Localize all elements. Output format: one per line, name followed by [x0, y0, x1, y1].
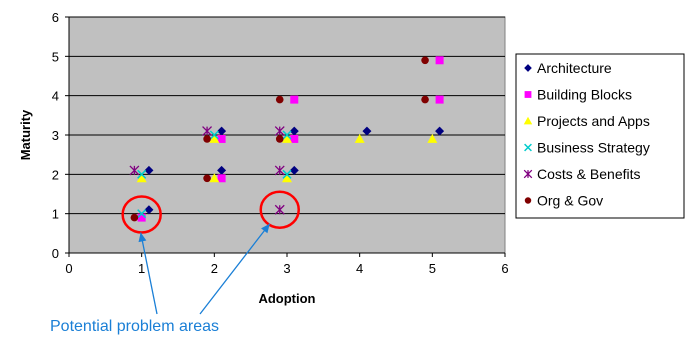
- diamond-marker: [144, 165, 154, 175]
- x-marker: [137, 169, 147, 179]
- series-projects-and-apps: [136, 133, 438, 183]
- circle-marker: [203, 135, 211, 143]
- legend-label: Costs & Benefits: [537, 166, 641, 182]
- legend-item: Business Strategy: [524, 140, 650, 156]
- x-tick-label: 6: [501, 261, 508, 276]
- circle-marker: [524, 197, 532, 204]
- legend-label: Business Strategy: [537, 140, 650, 156]
- circle-marker: [275, 95, 284, 104]
- arrow-line: [199, 223, 271, 315]
- y-tick-label: 4: [52, 89, 59, 104]
- x-tick-label: 5: [429, 261, 436, 276]
- series-architecture: [144, 126, 445, 215]
- legend-label: Building Blocks: [537, 87, 632, 103]
- triangle-marker: [136, 173, 147, 183]
- diamond-marker: [435, 126, 445, 136]
- triangle-marker: [209, 133, 220, 143]
- x-marker: [282, 169, 292, 179]
- square-marker: [137, 213, 146, 222]
- asterisk-marker: [274, 165, 285, 176]
- tick-labels: 0 1 2 3 4 5 6 0 1 2 3 4 5 6: [52, 10, 509, 276]
- diamond-marker: [289, 165, 299, 175]
- diamond-marker: [362, 126, 372, 136]
- legend-item: Building Blocks: [524, 87, 632, 103]
- legend-label: Projects and Apps: [537, 113, 650, 129]
- x-tick-label: 4: [356, 261, 363, 276]
- y-tick-label: 1: [52, 207, 59, 222]
- axes: [65, 16, 506, 257]
- series-building-blocks: [137, 56, 444, 222]
- asterisk-marker: [274, 126, 285, 137]
- asterisk-marker: [523, 169, 533, 179]
- triangle-marker: [427, 133, 438, 143]
- y-tick-label: 6: [52, 10, 59, 25]
- diamond-marker: [144, 205, 154, 215]
- diamond-marker: [217, 126, 227, 136]
- x-marker: [524, 143, 532, 152]
- legend-label: Architecture: [537, 60, 612, 76]
- diamond-marker: [217, 165, 227, 175]
- triangle-marker: [354, 133, 365, 143]
- legend-box: [515, 53, 685, 219]
- legend-item: Architecture: [524, 60, 612, 76]
- triangle-marker: [282, 133, 292, 143]
- x-tick-label: 0: [65, 261, 72, 276]
- triangle-marker: [282, 173, 292, 183]
- square-marker: [524, 91, 532, 98]
- highlight-circle: [259, 190, 300, 229]
- legend-item: Costs & Benefits: [523, 166, 641, 182]
- x-tick-label: 3: [283, 261, 290, 276]
- legend-label: Org & Gov: [537, 193, 603, 209]
- series-costs-benefits: [129, 126, 285, 215]
- diamond-marker: [289, 126, 299, 136]
- annotation-text: Potential problem areas: [50, 318, 219, 335]
- y-tick-label: 5: [52, 49, 59, 64]
- diamond-marker: [524, 64, 532, 72]
- square-marker: [290, 95, 299, 104]
- circle-marker: [421, 95, 429, 104]
- y-tick-label: 2: [52, 167, 59, 182]
- y-axis-title: Maturity: [18, 109, 33, 160]
- y-tick-label: 0: [52, 246, 59, 261]
- circle-marker: [421, 56, 429, 65]
- circle-marker: [203, 174, 211, 183]
- highlight-circle: [121, 195, 162, 234]
- data-points: [129, 56, 445, 222]
- x-marker: [209, 130, 219, 140]
- series-business-strategy: [137, 130, 292, 219]
- x-marker: [137, 209, 147, 219]
- highlight-circles: [121, 190, 300, 234]
- square-marker: [290, 134, 299, 143]
- square-marker: [435, 95, 444, 104]
- asterisk-marker: [274, 204, 285, 215]
- triangle-marker: [523, 116, 533, 125]
- square-marker: [217, 134, 226, 143]
- x-marker: [282, 130, 292, 140]
- triangle-marker: [209, 173, 220, 183]
- series-org-gov: [130, 56, 429, 222]
- square-marker: [217, 174, 226, 183]
- x-axis-title: Adoption: [258, 291, 315, 306]
- legend: Architecture Building Blocks Projects and …: [515, 53, 685, 219]
- asterisk-marker: [202, 126, 213, 137]
- circle-marker: [275, 135, 284, 143]
- x-tick-label: 2: [211, 261, 218, 276]
- legend-item: Org & Gov: [524, 193, 603, 209]
- arrowhead: [261, 223, 270, 234]
- square-marker: [435, 56, 444, 65]
- arrowhead: [138, 232, 147, 243]
- y-tick-label: 3: [52, 128, 59, 143]
- arrow-line: [140, 232, 158, 315]
- annotation-arrows: [138, 223, 271, 315]
- x-tick-label: 1: [138, 261, 145, 276]
- legend-item: Projects and Apps: [523, 113, 650, 129]
- circle-marker: [130, 213, 139, 222]
- asterisk-marker: [129, 165, 140, 176]
